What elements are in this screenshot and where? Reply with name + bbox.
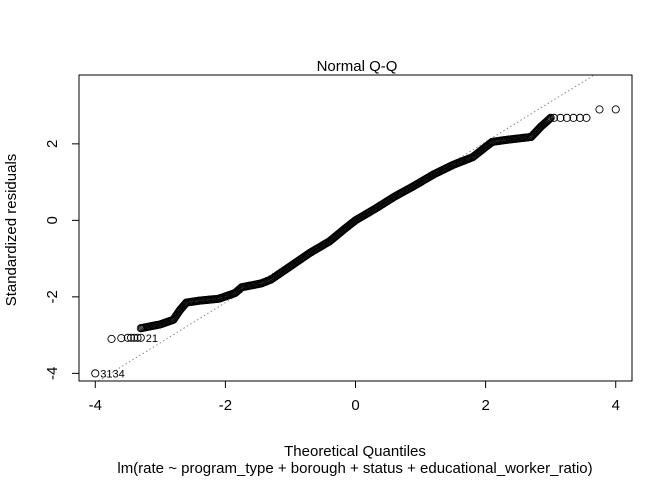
y-tick-label: 0 [44, 216, 61, 224]
y-tick-label: 2 [44, 140, 61, 148]
residual-point [136, 333, 145, 342]
residual-points [91, 105, 620, 378]
x-tick-label: 4 [612, 397, 620, 414]
reference-line [98, 74, 595, 382]
residual-point [130, 333, 139, 342]
residual-point [582, 113, 591, 122]
y-tick-label: -4 [44, 367, 61, 380]
residual-point [545, 114, 554, 123]
residual-point [127, 333, 136, 342]
residual-point [545, 115, 554, 124]
model-formula-subtitle: lm(rate ~ program_type + borough + statu… [117, 460, 592, 477]
x-axis-label: Theoretical Quantiles [284, 443, 426, 460]
y-axis: -4 -2 0 2 [44, 140, 80, 380]
residual-point [556, 113, 565, 122]
residual-point [91, 369, 100, 378]
chart-title: Normal Q-Q [317, 58, 398, 75]
point-id-label: 3134 [100, 368, 124, 380]
qq-reference-line [98, 74, 595, 382]
point-annotations: 3134 21 [100, 333, 158, 381]
residual-point [107, 334, 116, 343]
residual-point [562, 113, 571, 122]
residual-point [549, 113, 558, 122]
x-axis: -4 -2 0 2 4 [89, 380, 620, 414]
residual-point [117, 334, 126, 343]
point-id-label: 21 [146, 333, 158, 345]
residual-point [575, 113, 585, 122]
residual-point [546, 113, 555, 122]
x-tick-label: 2 [481, 397, 489, 414]
x-tick-label: -2 [219, 397, 232, 414]
residual-point [569, 113, 578, 122]
x-tick-label: -4 [89, 397, 102, 414]
residual-point [133, 333, 142, 342]
residual-point [595, 105, 604, 114]
y-axis-label: Standardized residuals [3, 154, 20, 307]
residual-point [544, 116, 553, 125]
x-tick-label: 0 [351, 397, 359, 414]
residual-point [123, 333, 132, 342]
residual-point [611, 105, 620, 114]
y-tick-label: -2 [44, 290, 61, 303]
